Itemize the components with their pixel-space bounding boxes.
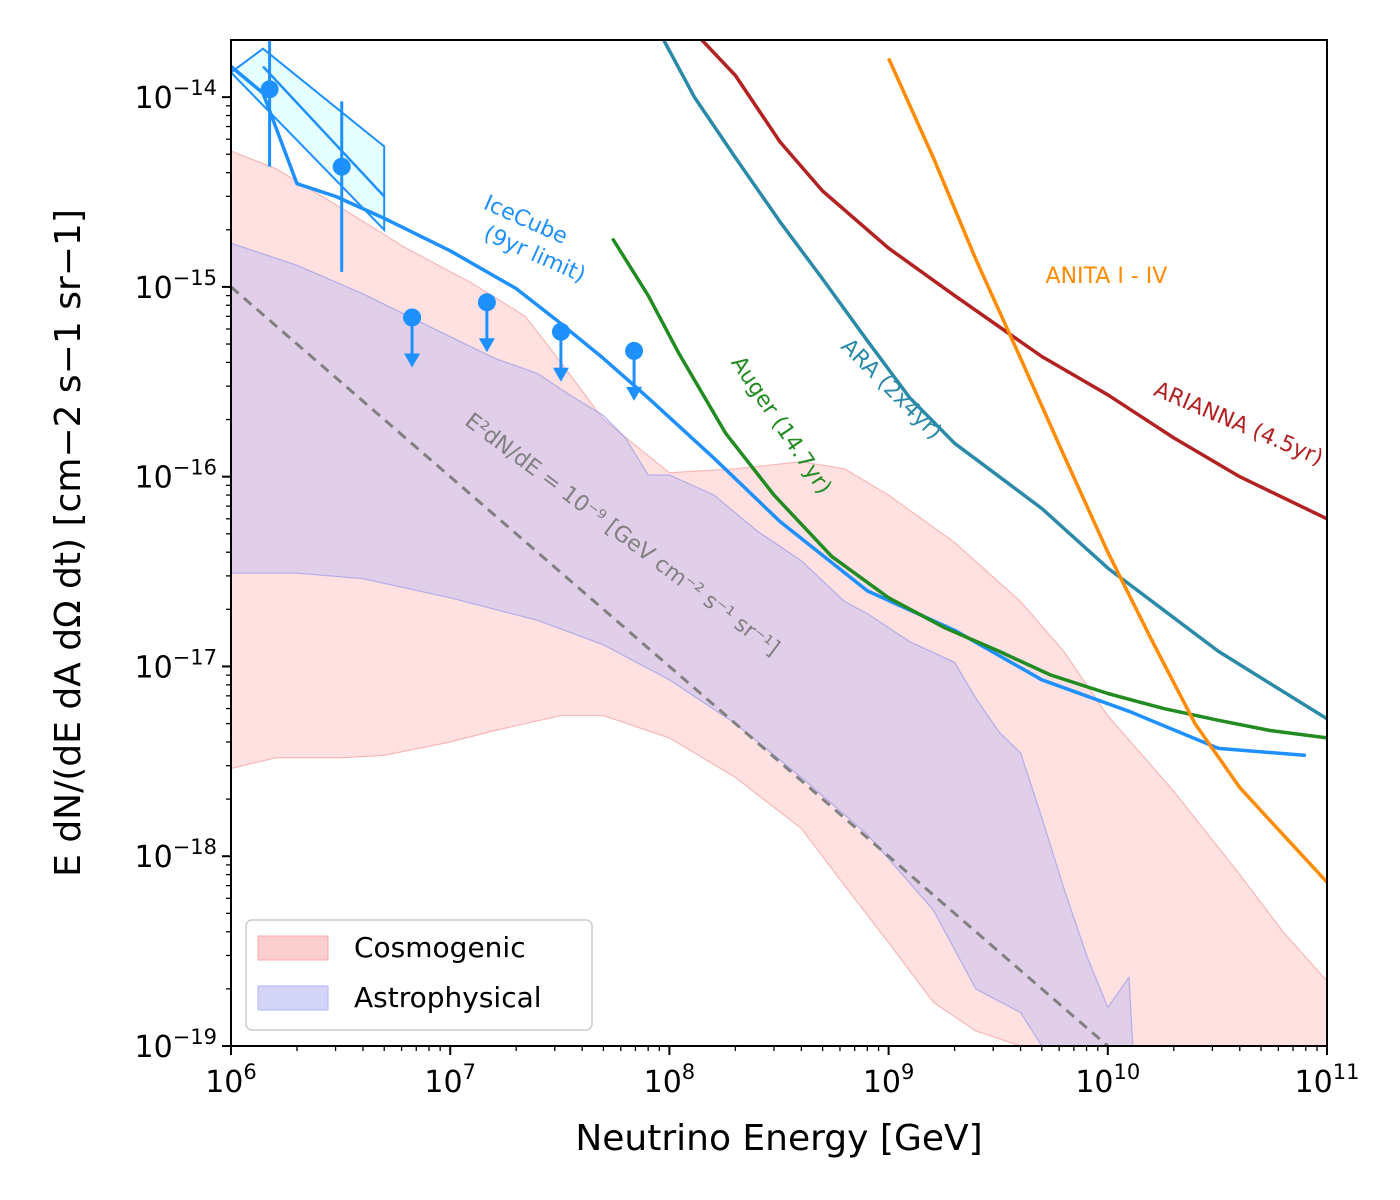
data-point-1 — [260, 80, 279, 99]
annotation-anita-i-iv: ANITA I - IV — [1046, 264, 1168, 289]
y-axis-title: E dN/(dE dA dΩ dt) [cm−2 s−1 sr−1] — [48, 209, 89, 877]
upper-limit-arrow-3 — [552, 367, 569, 382]
legend-swatch-cosmogenic — [257, 935, 329, 961]
series-line-anita-i-iv — [887, 57, 1327, 884]
upper-limit-arrow-4 — [626, 386, 643, 401]
y-tick-label-17: 10−17 — [134, 645, 217, 685]
legend-swatch-astrophysical — [257, 985, 329, 1011]
upper-limit-point-1 — [403, 308, 422, 327]
data-markers — [260, 40, 644, 401]
x-tick-label-7: 107 — [424, 1060, 476, 1100]
band-cosmogenic — [231, 150, 1327, 1046]
legend-label-astrophysical: Astrophysical — [354, 981, 542, 1014]
series-line-icecube-9yr-limit — [231, 65, 1306, 758]
band-astrophysical — [231, 242, 1134, 1046]
x-tick-label-10: 1010 — [1075, 1060, 1140, 1100]
legend-label-cosmogenic: Cosmogenic — [354, 931, 526, 964]
legend: Cosmogenic Astrophysical — [245, 919, 593, 1031]
series-lines — [231, 40, 1327, 1046]
y-tick-label-14: 10−14 — [134, 76, 217, 116]
x-tick-label-9: 109 — [863, 1060, 915, 1100]
data-point-2 — [332, 157, 351, 176]
upper-limit-point-2 — [477, 293, 496, 312]
upper-limit-arrow-1 — [404, 353, 421, 368]
y-axis-title-group: E dN/(dE dA dΩ dt) [cm−2 s−1 sr−1] — [48, 209, 89, 877]
upper-limit-arrow-2 — [478, 338, 495, 353]
axis-ticks: 106 107 108 109 1010 1011 10−19 10−18 10−17 10−16… — [134, 76, 1359, 1100]
icecube-box-mid — [262, 65, 386, 198]
series-line-e-dn-de-10 — [231, 285, 1109, 1046]
y-tick-label-19: 10−19 — [134, 1025, 217, 1065]
x-tick-label-11: 1011 — [1295, 1060, 1360, 1100]
x-tick-label-6: 106 — [205, 1060, 257, 1100]
series-line-arianna-4-5yr — [699, 40, 1327, 521]
plot-frame — [230, 39, 1328, 1047]
y-tick-label-18: 10−18 — [134, 835, 217, 875]
series-line-auger-14-7yr — [611, 237, 1327, 740]
y-tick-label-16: 10−16 — [134, 456, 217, 496]
x-tick-label-8: 108 — [644, 1060, 696, 1100]
legend-box — [245, 919, 593, 1031]
x-axis-title: Neutrino Energy [GeV] — [575, 1118, 982, 1159]
y-tick-label-15: 10−15 — [134, 266, 217, 306]
bands — [231, 150, 1327, 1046]
upper-limit-point-3 — [551, 322, 570, 341]
series-line-ara-2x4yr — [661, 40, 1327, 721]
upper-limit-point-4 — [625, 341, 644, 360]
